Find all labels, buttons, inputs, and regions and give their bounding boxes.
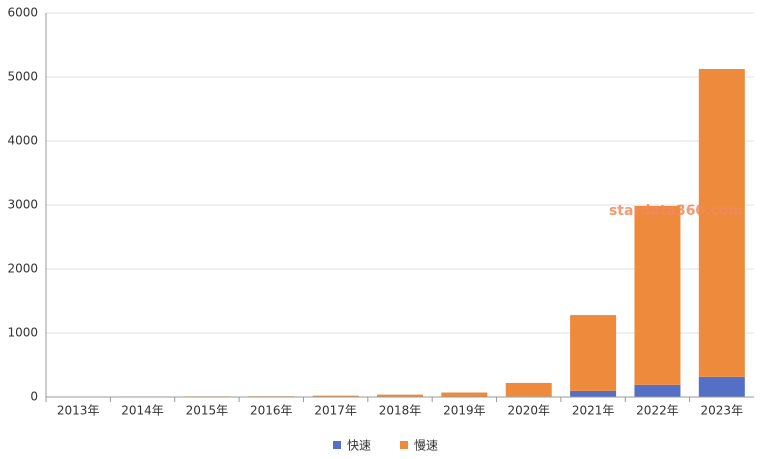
y-tick-label: 6000 (7, 6, 38, 20)
x-tick-label: 2021年 (572, 404, 615, 418)
x-tick-label: 2019年 (443, 404, 486, 418)
bar-segment (312, 395, 359, 397)
y-tick-label: 3000 (7, 198, 38, 212)
bar-segment (441, 392, 488, 397)
bar-segment (634, 205, 681, 385)
x-tick-label: 2022年 (636, 404, 679, 418)
watermark: stardata360.com (609, 203, 743, 219)
y-tick-label: 4000 (7, 134, 38, 148)
x-tick-label: 2014年 (121, 404, 164, 418)
y-tick-label: 5000 (7, 70, 38, 84)
legend-label: 快速 (347, 439, 371, 453)
x-tick-label: 2020年 (507, 404, 550, 418)
bar-segment (505, 382, 552, 397)
x-tick-label: 2015年 (186, 404, 229, 418)
x-tick-label: 2016年 (250, 404, 293, 418)
x-tick-label: 2013年 (57, 404, 100, 418)
bar-segment (570, 315, 617, 391)
bar-segment (698, 376, 745, 397)
legend-label: 慢速 (414, 439, 438, 453)
legend-marker (400, 441, 408, 449)
legend-marker (333, 441, 341, 449)
x-tick-label: 2023年 (701, 404, 744, 418)
x-tick-label: 2018年 (379, 404, 422, 418)
x-tick-label: 2017年 (314, 404, 357, 418)
y-tick-label: 0 (30, 390, 38, 404)
bar-segment (570, 390, 617, 397)
bar-segment (377, 394, 423, 397)
bar-segment (634, 384, 681, 397)
bar-segment (698, 69, 745, 377)
y-tick-label: 1000 (7, 326, 38, 340)
y-tick-label: 2000 (7, 262, 38, 276)
